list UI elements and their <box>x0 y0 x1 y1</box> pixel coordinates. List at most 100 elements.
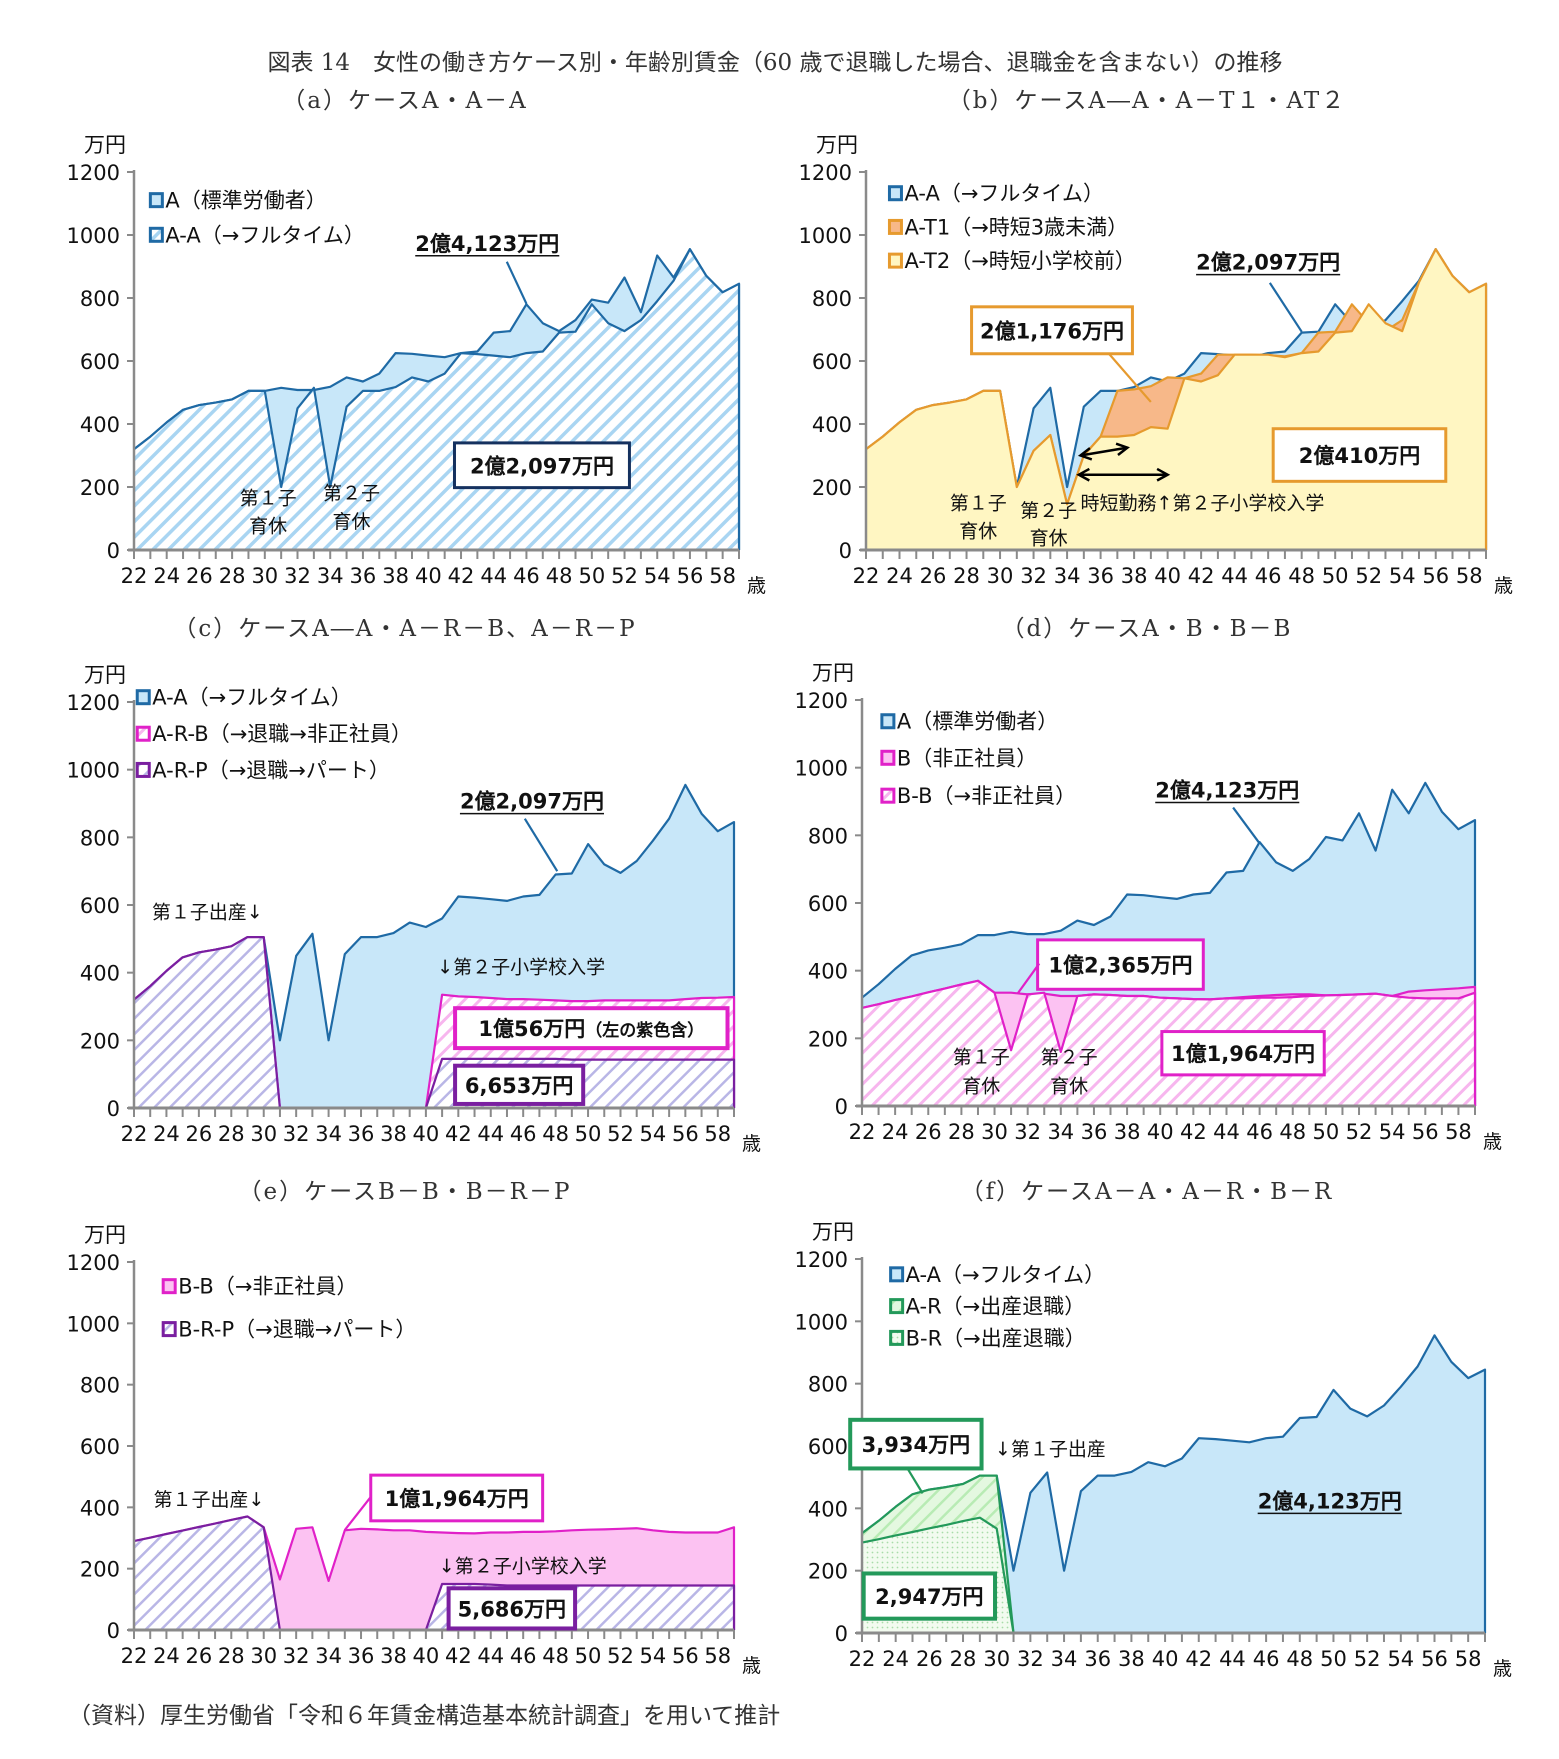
x-tick-label: 50 <box>1320 1647 1347 1671</box>
legend-item-A-A: A-A（→フルタイム） <box>889 1263 1105 1287</box>
annotation-box-frame <box>1036 938 1205 991</box>
x-tick-label: 56 <box>1412 1120 1439 1144</box>
x-tick-label: 40 <box>413 1644 440 1668</box>
x-tick-label: 24 <box>153 1644 180 1668</box>
x-tick-label: 28 <box>218 1122 245 1146</box>
x-tick-label: 54 <box>1389 564 1416 588</box>
annotation-box-frame <box>1271 427 1448 483</box>
x-tick-label: 38 <box>380 1644 407 1668</box>
annotation-leave2: 第２子 <box>1020 500 1077 522</box>
x-tick-label: 50 <box>575 1644 602 1668</box>
y-tick-label: 1200 <box>795 689 848 713</box>
x-tick-label: 40 <box>1152 1647 1179 1671</box>
annotation-main-text: 3,934万円 <box>862 1433 970 1457</box>
annotation-leave1: 第１子 <box>950 493 1007 515</box>
x-tick-label: 32 <box>283 1644 310 1668</box>
y-tick-label: 600 <box>80 894 120 918</box>
legend-swatch <box>135 725 151 742</box>
y-tick-label: 400 <box>80 962 120 986</box>
x-tick-label: 48 <box>1286 1647 1313 1671</box>
x-tick-label: 28 <box>950 1647 977 1671</box>
annotation-box-frame <box>452 441 631 490</box>
annotation-box-frame <box>453 1063 586 1106</box>
x-tick-label: 48 <box>1288 564 1315 588</box>
legend: A-A（→フルタイム） A-T1（→時短3歳未満） A-T2（→時短小学校前） <box>887 182 1136 273</box>
x-tick-label: 22 <box>121 1122 148 1146</box>
x-tick-label: 40 <box>1154 564 1181 588</box>
annotation-main-text: 1億1,964万円 <box>1171 1042 1315 1066</box>
x-tick-label: 54 <box>644 564 671 588</box>
y-tick-label: 400 <box>812 413 852 437</box>
x-tick-label: 24 <box>882 1120 909 1144</box>
x-tick-label: 36 <box>1081 1120 1108 1144</box>
panel-e-title: （e）ケースB－B・B－R－P <box>239 1179 572 1205</box>
x-tick-label: 26 <box>916 1647 943 1671</box>
x-tick-label: 48 <box>542 1122 569 1146</box>
x-tick-label: 40 <box>1147 1120 1174 1144</box>
x-axis-unit: 歳 <box>1483 1131 1502 1153</box>
x-tick-label: 24 <box>153 564 180 588</box>
panel-d-title: （d）ケースA・B・B－B <box>1002 616 1293 642</box>
x-tick-label: 58 <box>1455 1647 1482 1671</box>
y-tick-label: 200 <box>808 1560 848 1584</box>
legend-item-A-T2: A-T2（→時短小学校前） <box>887 249 1136 273</box>
annotation-total_a: 2億4,123万円 <box>415 232 559 256</box>
x-tick-label: 22 <box>849 1120 876 1144</box>
legend-swatch <box>148 192 164 209</box>
x-tick-label: 50 <box>1322 564 1349 588</box>
x-tick-label: 54 <box>1387 1647 1414 1671</box>
y-tick-label: 800 <box>80 826 120 850</box>
x-tick-label: 52 <box>1354 1647 1381 1671</box>
annotation-total_aa: 2億4,123万円 <box>1258 1489 1402 1513</box>
legend-swatch <box>880 787 896 804</box>
annotation-total_bb: 1億1,964万円 <box>1171 1042 1315 1066</box>
annotation-leave1: 第１子 <box>240 487 297 509</box>
legend-item-B-R-P: B-R-P（→退職→パート） <box>161 1318 416 1342</box>
legend-item-A-R-P: A-R-P（→退職→パート） <box>135 758 390 782</box>
y-tick-label: 800 <box>808 824 848 848</box>
annotation-box-frame <box>861 1571 998 1621</box>
x-axis-unit: 歳 <box>742 1655 761 1677</box>
x-tick-label: 22 <box>121 564 148 588</box>
annotation-total_t1: 2億1,176万円 <box>980 319 1124 343</box>
chart-panel-f: 0 200 400 600 800 1000 1200 22 24 26 28 30 32 34 36 38 4… <box>795 1220 1512 1680</box>
x-tick-label: 46 <box>513 564 540 588</box>
x-tick-label: 54 <box>1379 1120 1406 1144</box>
x-tick-label: 44 <box>1221 564 1248 588</box>
y-tick-label: 1200 <box>67 161 120 185</box>
x-tick-label: 28 <box>218 1644 245 1668</box>
y-tick-label: 600 <box>80 1435 120 1459</box>
arrowhead-icon <box>1077 447 1093 461</box>
leader-line <box>343 1496 372 1531</box>
legend-swatch <box>889 1298 905 1315</box>
annotation-main-text: 2億1,176万円 <box>980 319 1124 343</box>
annotation-total_arb: 1億56万円（左の紫色含） <box>478 1017 704 1041</box>
series-area-B-R-P <box>134 1516 734 1630</box>
source-note: （資料）厚生労働省「令和６年賃金構造基本統計調査」を用いて推計 <box>68 1703 780 1729</box>
x-tick-label: 42 <box>448 564 475 588</box>
legend-item-A-A: A-A（→フルタイム） <box>148 223 365 247</box>
annotation-leave1b: 育休 <box>959 520 997 542</box>
y-tick-label: 1000 <box>67 759 120 783</box>
legend-item-B-R: B-R（→出産退職） <box>889 1326 1086 1350</box>
x-tick-label: 50 <box>575 1122 602 1146</box>
y-tick-label: 0 <box>835 1095 848 1119</box>
annotation-leave2: 第２子 <box>1041 1047 1098 1069</box>
legend-label: B（非正社員） <box>897 746 1037 770</box>
annotation-total_bb: 1億1,964万円 <box>385 1487 529 1511</box>
y-tick-label: 800 <box>808 1373 848 1397</box>
y-tick-label: 400 <box>808 960 848 984</box>
x-tick-label: 38 <box>1121 564 1148 588</box>
x-tick-label: 32 <box>1017 1647 1044 1671</box>
annotation-main-text: 1億56万円 <box>478 1017 585 1041</box>
x-tick-label: 42 <box>1180 1120 1207 1144</box>
y-tick-label: 600 <box>808 892 848 916</box>
annotation-box-total_ar: 3,934万円 <box>848 1417 984 1471</box>
x-tick-label: 50 <box>578 564 605 588</box>
annotation-box-total_b: 1億2,365万円 <box>1036 938 1205 991</box>
